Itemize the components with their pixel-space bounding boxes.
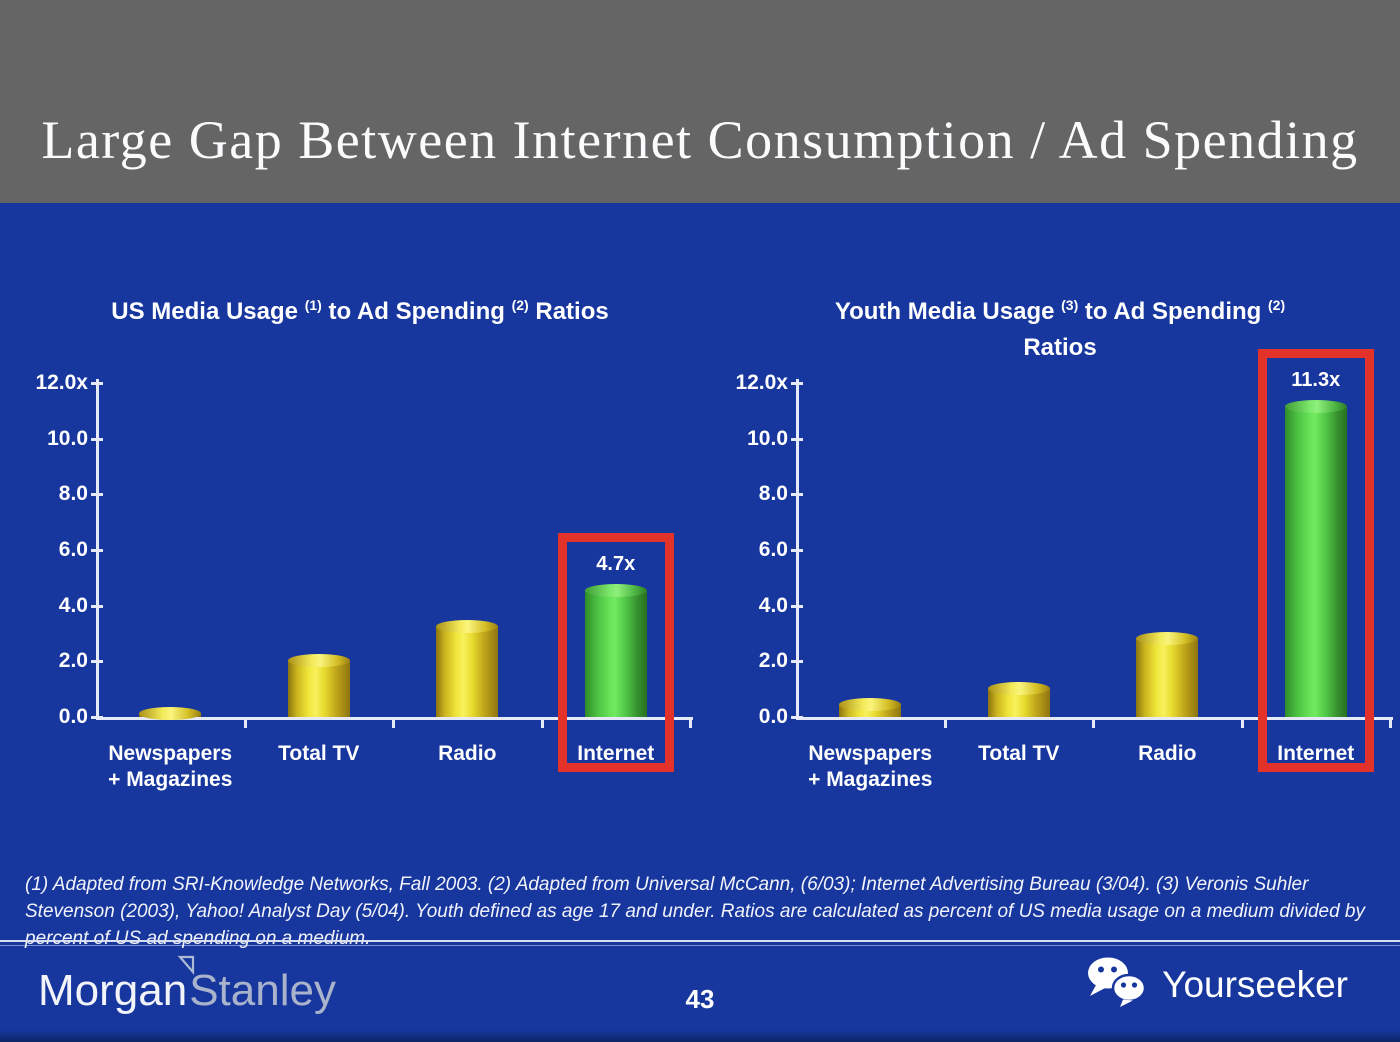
y-tick-label: 10.0	[47, 426, 88, 450]
bar-cap	[1284, 400, 1347, 414]
y-tick-mark	[91, 716, 103, 719]
y-tick-label: 4.0	[58, 593, 88, 617]
bar	[584, 591, 647, 717]
highlight-box	[1257, 349, 1374, 772]
bar	[1284, 407, 1347, 717]
value-label: 11.3x	[1291, 369, 1341, 392]
bar-cap	[987, 681, 1050, 695]
value-label: 4.7x	[596, 553, 636, 576]
bar-cap	[287, 653, 350, 667]
page-number: 43	[685, 984, 715, 1014]
x-tick-mark	[1240, 720, 1244, 728]
slide-title: Large Gap Between Internet Consumption /…	[41, 110, 1359, 170]
bar-cap	[436, 620, 499, 634]
bottom-strip	[0, 1030, 1400, 1042]
y-tick-label: 0.0	[758, 705, 788, 728]
chart-title-text: Youth Media Usage	[834, 298, 1062, 325]
yourseeker-text: Yourseeker	[1162, 963, 1348, 1005]
bar-cap	[1136, 631, 1199, 645]
category-label: Radio	[1138, 742, 1197, 765]
yourseeker-logo: Yourseeker	[1086, 956, 1348, 1013]
x-tick-mark	[540, 720, 544, 728]
chart-title-text: to Ad Spending	[1078, 298, 1268, 325]
y-tick-mark	[791, 382, 803, 385]
x-tick-mark	[1389, 720, 1392, 728]
y-tick-label: 8.0	[758, 482, 788, 506]
chart-title-text: US Media Usage	[111, 298, 305, 325]
y-tick-mark	[91, 549, 103, 552]
y-tick-mark	[791, 549, 803, 552]
y-tick-label: 4.0	[758, 593, 788, 617]
chart-title-superscript: (2)	[511, 297, 529, 313]
y-tick-mark	[91, 660, 103, 664]
footnote: (1) Adapted from SRI-Knowledge Networks,…	[25, 874, 1365, 949]
bar	[287, 660, 350, 717]
y-tick-mark	[91, 382, 103, 385]
chart-plot: 12.0x 10.0 8.0 6.0 4.0 2.0 0.0 Newspapers + Mag…	[730, 349, 1393, 791]
bar	[839, 705, 902, 717]
chart-title-superscript: (3)	[1061, 297, 1079, 313]
y-tick-label: 2.0	[758, 649, 788, 673]
y-tick-label: 12.0x	[35, 371, 88, 394]
y-tick-mark	[91, 493, 103, 497]
y-tick-mark	[791, 716, 803, 719]
divider-line-shadow	[0, 945, 1400, 946]
x-tick-mark	[392, 720, 395, 728]
bar-cap	[139, 706, 202, 720]
highlight-box	[557, 533, 674, 772]
slide-header: Large Gap Between Internet Consumption /…	[0, 0, 1400, 203]
morgan-stanley-logo-stanley: Stanley	[189, 966, 336, 1015]
y-tick-mark	[91, 437, 103, 441]
x-axis-line	[796, 717, 1393, 720]
y-tick-label: 12.0x	[735, 371, 788, 394]
chart-us-media-usage: US Media Usage (1) to Ad Spending (2) Ra…	[30, 290, 693, 820]
y-tick-mark	[791, 437, 803, 441]
y-tick-mark	[791, 604, 803, 608]
category-label: Internet	[1277, 742, 1355, 765]
bar	[436, 627, 499, 717]
x-axis-line	[96, 717, 693, 720]
divider-line	[0, 940, 1400, 942]
x-tick-mark	[1092, 720, 1095, 728]
footer: Morgan Stanley 43 Yours	[0, 948, 1400, 1032]
chart-title: Youth Media Usage (3) to Ad Spending (2)…	[730, 295, 1390, 364]
y-tick-mark	[791, 660, 803, 664]
category-label: Internet	[577, 742, 655, 765]
category-label: Radio	[438, 742, 497, 765]
chart-title: US Media Usage (1) to Ad Spending (2) Ra…	[30, 295, 690, 331]
bar-cap	[584, 584, 647, 598]
chart-title-text: Ratios	[528, 298, 609, 325]
chart-title-text: to Ad Spending	[321, 298, 512, 325]
chart-title-superscript: (2)	[1268, 297, 1286, 313]
y-tick-mark	[91, 604, 103, 608]
y-tick-mark	[791, 493, 803, 497]
chart-plot: 12.0x 10.0 8.0 6.0 4.0 2.0 0.0 Newspapers + Mag…	[30, 371, 693, 791]
chart-title-text: Ratios	[1023, 334, 1097, 361]
y-tick-label: 10.0	[747, 426, 788, 450]
category-label: Total TV	[278, 742, 360, 765]
bar	[1136, 638, 1199, 717]
category-label: Newspapers + Magazines	[108, 742, 233, 791]
morgan-stanley-triangle-icon	[177, 955, 195, 1010]
x-tick-mark	[243, 720, 247, 728]
category-label: Newspapers + Magazines	[808, 742, 933, 791]
chart-title-superscript: (1)	[304, 297, 322, 313]
y-tick-label: 8.0	[58, 482, 88, 506]
y-tick-label: 6.0	[58, 538, 88, 561]
y-tick-label: 6.0	[758, 538, 788, 561]
x-tick-mark	[943, 720, 947, 728]
bar-cap	[839, 698, 902, 712]
chart-youth-media-usage: Youth Media Usage (3) to Ad Spending (2)…	[730, 290, 1393, 820]
y-tick-label: 0.0	[58, 705, 88, 728]
x-tick-mark	[689, 720, 692, 728]
y-tick-label: 2.0	[58, 649, 88, 673]
morgan-stanley-logo: Morgan Stanley	[38, 955, 336, 1016]
morgan-stanley-logo-morgan: Morgan	[38, 966, 188, 1015]
wechat-icon	[1086, 956, 1152, 1013]
category-label: Total TV	[978, 742, 1060, 765]
